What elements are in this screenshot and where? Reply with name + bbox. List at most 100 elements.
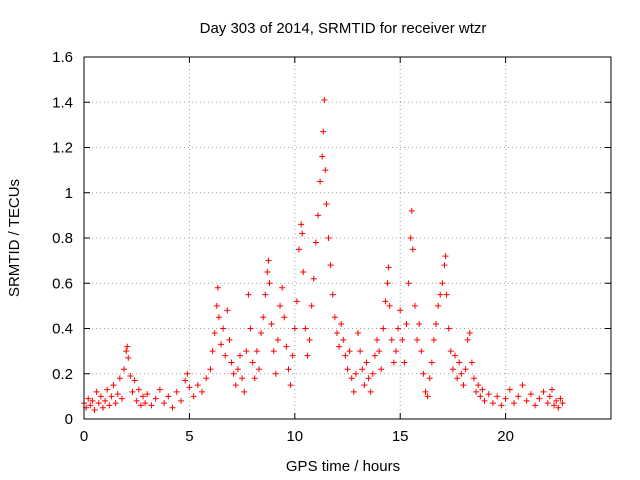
data-point — [287, 382, 294, 389]
y-tick-label: 0.8 — [52, 230, 73, 247]
data-point — [207, 366, 214, 373]
data-point — [532, 402, 539, 409]
data-point — [428, 359, 435, 366]
data-point — [213, 302, 220, 309]
data-point — [186, 384, 193, 391]
data-point — [165, 393, 172, 400]
data-point — [426, 375, 433, 382]
y-tick-label: 1.4 — [52, 94, 73, 111]
data-point — [243, 348, 250, 355]
data-point — [304, 352, 311, 359]
data-point — [129, 388, 136, 395]
data-point — [99, 404, 106, 411]
data-point — [306, 336, 313, 343]
data-point — [489, 400, 496, 407]
data-point — [462, 366, 469, 373]
data-point — [222, 352, 229, 359]
data-point — [359, 366, 366, 373]
data-point — [194, 382, 201, 389]
data-point — [102, 397, 109, 404]
data-point — [296, 246, 303, 253]
data-point — [251, 375, 258, 382]
data-point — [133, 397, 140, 404]
data-point — [85, 395, 92, 402]
data-point — [475, 382, 482, 389]
data-point — [322, 167, 329, 174]
data-point — [336, 343, 343, 350]
data-point — [399, 336, 406, 343]
data-point — [97, 393, 104, 400]
y-tick-label: 0.6 — [52, 275, 73, 292]
data-point — [274, 336, 281, 343]
data-point — [321, 96, 328, 103]
y-tick-label: 0.4 — [52, 321, 73, 338]
data-point — [380, 325, 387, 332]
data-point — [331, 314, 338, 321]
data-point — [374, 336, 381, 343]
data-point — [352, 370, 359, 377]
data-point — [293, 298, 300, 305]
data-point — [363, 359, 370, 366]
data-point — [430, 336, 437, 343]
data-point — [140, 393, 147, 400]
data-point — [245, 291, 252, 298]
data-point — [156, 386, 163, 393]
data-point — [378, 366, 385, 373]
data-point — [523, 397, 530, 404]
data-point — [310, 275, 317, 282]
data-point — [369, 370, 376, 377]
data-point — [226, 336, 233, 343]
data-point — [456, 359, 463, 366]
data-point — [403, 320, 410, 327]
data-point — [382, 298, 389, 305]
data-point — [279, 284, 286, 291]
data-point — [114, 391, 121, 398]
data-point — [124, 343, 131, 350]
data-point — [319, 153, 326, 160]
data-point — [283, 343, 290, 350]
data-point — [277, 302, 284, 309]
data-point — [291, 325, 298, 332]
data-point — [247, 325, 254, 332]
data-point — [228, 359, 235, 366]
data-point — [327, 262, 334, 269]
data-point — [91, 406, 98, 413]
data-point — [544, 400, 551, 407]
data-point — [199, 388, 206, 395]
data-point — [464, 336, 471, 343]
data-point — [559, 400, 566, 407]
data-point — [498, 402, 505, 409]
data-point — [441, 262, 448, 269]
y-axis-title: SRMTID / TECUs — [6, 179, 23, 297]
data-point — [445, 325, 452, 332]
data-point — [540, 388, 547, 395]
data-point — [137, 402, 144, 409]
data-point — [519, 382, 526, 389]
data-point — [116, 375, 123, 382]
data-point — [93, 388, 100, 395]
data-point — [230, 370, 237, 377]
data-point — [442, 253, 449, 260]
data-point — [458, 370, 465, 377]
data-point — [106, 402, 113, 409]
data-point — [262, 291, 269, 298]
data-point — [268, 320, 275, 327]
data-point — [527, 391, 534, 398]
data-point — [127, 373, 134, 380]
data-point — [367, 388, 374, 395]
data-point — [112, 400, 119, 407]
x-tick-label: 10 — [286, 428, 303, 445]
data-point — [386, 302, 393, 309]
data-point — [299, 230, 306, 237]
data-point — [184, 370, 191, 377]
data-point — [241, 388, 248, 395]
data-point — [272, 370, 279, 377]
data-point — [333, 330, 340, 337]
data-point — [443, 291, 450, 298]
data-point — [317, 178, 324, 185]
data-point — [435, 302, 442, 309]
data-point — [218, 341, 225, 348]
data-point — [470, 375, 477, 382]
data-point — [511, 400, 518, 407]
